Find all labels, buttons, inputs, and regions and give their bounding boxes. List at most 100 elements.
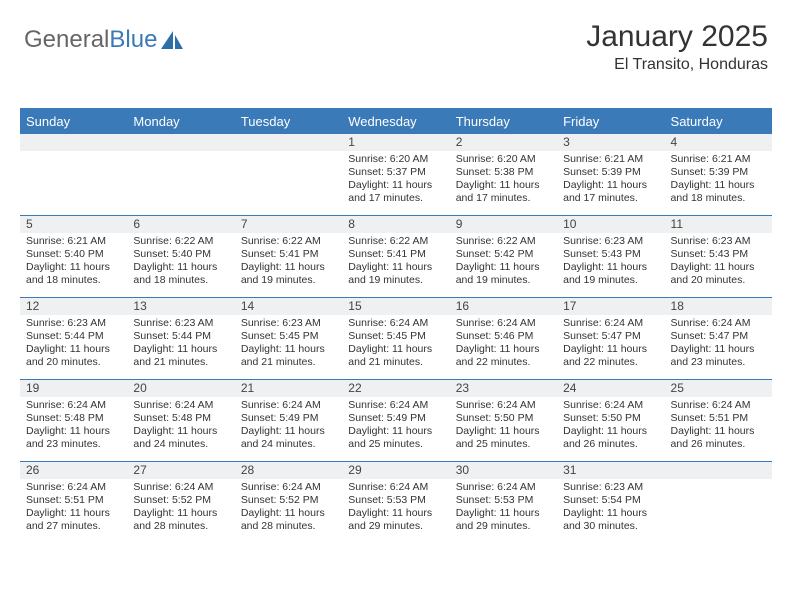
day-line: Sunset: 5:51 PM [26,494,121,507]
day-line: and 19 minutes. [563,274,658,287]
day-number: 12 [20,298,127,315]
page-subtitle: El Transito, Honduras [586,56,768,74]
day-content: Sunrise: 6:24 AMSunset: 5:46 PMDaylight:… [450,315,557,380]
day-line: and 20 minutes. [26,356,121,369]
day-content: Sunrise: 6:21 AMSunset: 5:40 PMDaylight:… [20,233,127,298]
day-line: Sunrise: 6:22 AM [241,235,336,248]
day-content: Sunrise: 6:24 AMSunset: 5:45 PMDaylight:… [342,315,449,380]
day-line: Sunrise: 6:21 AM [671,153,766,166]
day-line: Sunrise: 6:24 AM [563,399,658,412]
day-line: Sunset: 5:51 PM [671,412,766,425]
day-line: Sunset: 5:46 PM [456,330,551,343]
day-line: Daylight: 11 hours [241,507,336,520]
day-content: Sunrise: 6:22 AMSunset: 5:41 PMDaylight:… [235,233,342,298]
day-number: 24 [557,380,664,397]
day-number: 16 [450,298,557,315]
day-line: Sunrise: 6:21 AM [26,235,121,248]
day-content: Sunrise: 6:23 AMSunset: 5:44 PMDaylight:… [127,315,234,380]
day-content: Sunrise: 6:22 AMSunset: 5:40 PMDaylight:… [127,233,234,298]
day-line: Daylight: 11 hours [671,261,766,274]
day-line: Sunset: 5:53 PM [456,494,551,507]
day-line: Sunset: 5:45 PM [241,330,336,343]
day-line: Sunset: 5:37 PM [348,166,443,179]
day-number: 27 [127,462,234,479]
day-line: Sunrise: 6:24 AM [133,399,228,412]
day-content: Sunrise: 6:22 AMSunset: 5:41 PMDaylight:… [342,233,449,298]
day-line: Sunrise: 6:24 AM [348,481,443,494]
day-line: Daylight: 11 hours [26,261,121,274]
day-line: Sunrise: 6:24 AM [348,399,443,412]
weekday-header: Saturday [665,109,772,134]
day-number: 19 [20,380,127,397]
day-line: Sunset: 5:38 PM [456,166,551,179]
day-line: Daylight: 11 hours [563,261,658,274]
day-number: 1 [342,134,449,151]
logo: GeneralBlue [24,26,185,54]
day-line: Daylight: 11 hours [348,261,443,274]
day-line: Daylight: 11 hours [456,425,551,438]
day-content: Sunrise: 6:23 AMSunset: 5:45 PMDaylight:… [235,315,342,380]
day-line: Daylight: 11 hours [26,343,121,356]
weekday-header-row: SundayMondayTuesdayWednesdayThursdayFrid… [20,109,772,134]
day-content: Sunrise: 6:24 AMSunset: 5:51 PMDaylight:… [665,397,772,462]
day-line: Sunrise: 6:20 AM [348,153,443,166]
day-line: Daylight: 11 hours [348,507,443,520]
day-line: Sunset: 5:44 PM [26,330,121,343]
day-line: Sunrise: 6:23 AM [671,235,766,248]
day-number: 17 [557,298,664,315]
day-line: Daylight: 11 hours [241,261,336,274]
day-line: and 19 minutes. [241,274,336,287]
day-content: Sunrise: 6:24 AMSunset: 5:53 PMDaylight:… [342,479,449,544]
day-line: Sunset: 5:42 PM [456,248,551,261]
day-content: Sunrise: 6:24 AMSunset: 5:47 PMDaylight:… [665,315,772,380]
day-line: Sunrise: 6:23 AM [133,317,228,330]
day-line: Sunrise: 6:24 AM [671,399,766,412]
day-number-row: 567891011 [20,216,772,233]
weekday-header: Thursday [450,109,557,134]
day-line: and 27 minutes. [26,520,121,533]
day-number: 11 [665,216,772,233]
day-number: 9 [450,216,557,233]
day-line: Sunrise: 6:24 AM [241,399,336,412]
logo-text-1: General [24,26,109,54]
day-number: 21 [235,380,342,397]
day-line: and 25 minutes. [456,438,551,451]
day-line: Sunrise: 6:24 AM [133,481,228,494]
day-line: and 29 minutes. [348,520,443,533]
weekday-header: Tuesday [235,109,342,134]
day-line: and 25 minutes. [348,438,443,451]
day-content-row: Sunrise: 6:23 AM Sunset: 5:44 PMDaylight:… [20,315,772,380]
day-line: Sunset: 5:50 PM [563,412,658,425]
day-number: 14 [235,298,342,315]
logo-text-2: Blue [109,26,157,54]
day-line: and 21 minutes. [241,356,336,369]
day-line: Sunset: 5:39 PM [671,166,766,179]
day-line: Sunrise: 6:24 AM [26,481,121,494]
day-line: Daylight: 11 hours [456,507,551,520]
day-line: Sunrise: 6:24 AM [563,317,658,330]
day-line: Daylight: 11 hours [563,507,658,520]
day-number: 4 [665,134,772,151]
day-line: and 21 minutes. [133,356,228,369]
day-content-row: Sunrise: 6:24 AMSunset: 5:51 PMDaylight:… [20,479,772,544]
day-number: 13 [127,298,234,315]
day-line: Sunset: 5:48 PM [133,412,228,425]
day-line: and 24 minutes. [133,438,228,451]
day-number [665,462,772,479]
day-number: 8 [342,216,449,233]
day-content: Sunrise: 6:24 AMSunset: 5:50 PMDaylight:… [557,397,664,462]
day-line: Sunrise: 6:24 AM [26,399,121,412]
day-number [20,134,127,151]
day-line: Sunrise: 6:20 AM [456,153,551,166]
day-number: 30 [450,462,557,479]
day-number [127,134,234,151]
day-line: and 21 minutes. [348,356,443,369]
day-content: Sunrise: 6:24 AMSunset: 5:51 PMDaylight:… [20,479,127,544]
day-line: Daylight: 11 hours [563,425,658,438]
day-line: Sunrise: 6:22 AM [456,235,551,248]
day-line: Daylight: 11 hours [133,507,228,520]
day-content: Sunrise: 6:24 AMSunset: 5:52 PMDaylight:… [127,479,234,544]
day-content: Sunrise: 6:24 AMSunset: 5:52 PMDaylight:… [235,479,342,544]
day-line: and 28 minutes. [241,520,336,533]
day-number: 20 [127,380,234,397]
